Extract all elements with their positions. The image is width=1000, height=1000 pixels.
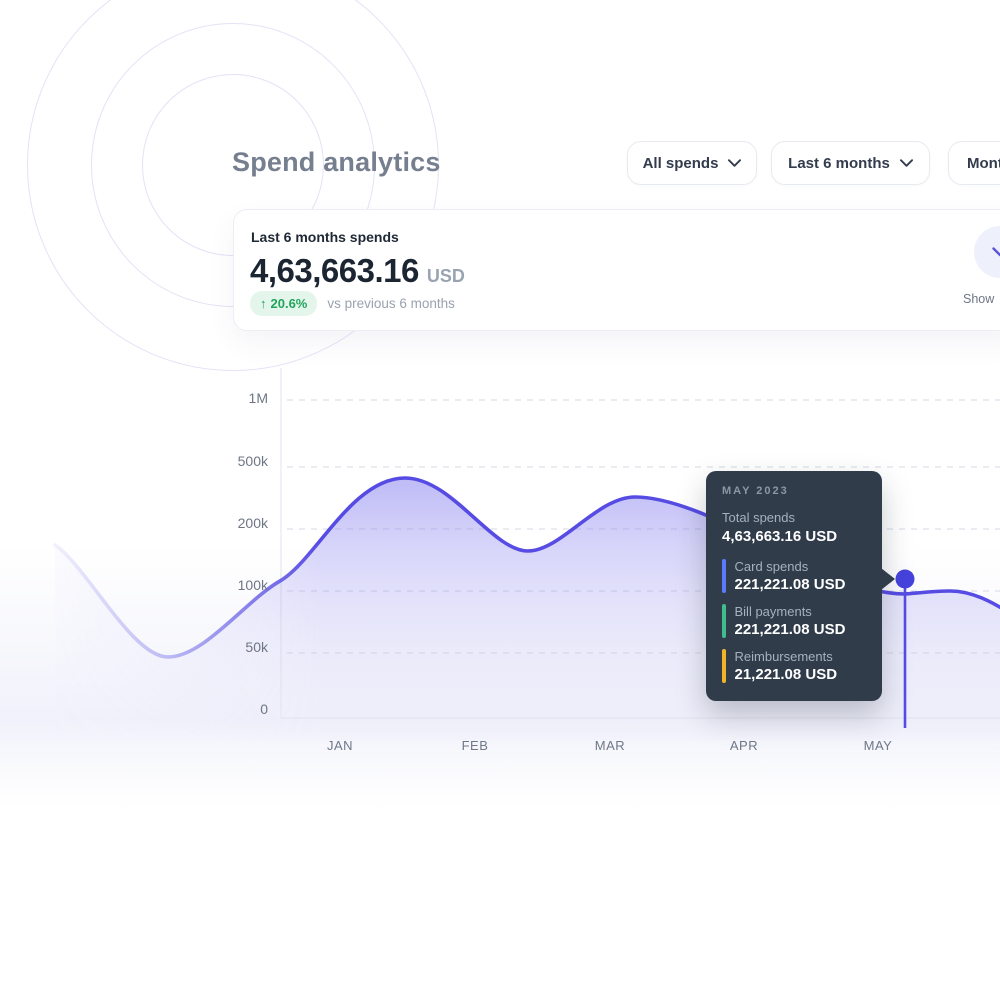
tooltip-row-label: Reimbursements — [734, 649, 833, 664]
chevron-down-icon — [899, 159, 913, 167]
tooltip-total-label: Total spends — [722, 510, 795, 525]
tooltip-period: MAY 2023 — [722, 485, 789, 497]
chart-tooltip: MAY 2023 Total spends 4,63,663.16 USD Ca… — [706, 471, 895, 701]
show-details-button[interactable] — [974, 226, 1000, 278]
tooltip-total-value: 4,63,663.16 USD — [722, 528, 838, 545]
summary-card: Last 6 months spends 4,63,663.16 USD ↑ 2… — [233, 209, 1000, 331]
y-tick-label: 100k — [237, 577, 268, 593]
x-tick-label: MAY — [863, 738, 893, 753]
y-tick-label: 0 — [260, 701, 268, 717]
summary-change-row: ↑ 20.6% vs previous 6 months — [250, 291, 455, 316]
tooltip-row-reimbursements: Reimbursements 21,221.08 USD — [722, 649, 866, 683]
y-tick-label: 50k — [245, 639, 268, 655]
summary-amount-row: 4,63,663.16 USD — [250, 252, 465, 290]
series-color-bar — [722, 649, 726, 683]
summary-amount: 4,63,663.16 — [250, 252, 419, 289]
tooltip-row-label: Bill payments — [734, 604, 812, 619]
series-color-bar — [722, 604, 726, 638]
x-tick-label: MAR — [594, 738, 626, 753]
show-details-label: Show — [963, 292, 995, 306]
summary-caption: Last 6 months spends — [251, 229, 399, 245]
summary-currency: USD — [426, 266, 465, 286]
change-badge-value: 20.6% — [270, 296, 308, 311]
comparison-text: vs previous 6 months — [327, 296, 455, 311]
y-tick-label: 1M — [248, 390, 268, 406]
filter-dropdown-label: Monthly — [967, 154, 1000, 172]
filter-dropdown-label: Last 6 months — [788, 154, 890, 172]
chevron-down-icon — [992, 247, 1000, 257]
x-tick-label: FEB — [461, 738, 489, 753]
filter-dropdown-granularity[interactable]: Monthly — [948, 141, 1000, 185]
change-badge: ↑ 20.6% — [250, 291, 318, 316]
arrow-up-icon: ↑ — [260, 296, 267, 311]
chevron-down-icon — [728, 159, 742, 167]
filter-dropdown-date-range[interactable]: Last 6 months — [771, 141, 930, 185]
filter-dropdown-spend-type[interactable]: All spends — [627, 141, 757, 185]
x-tick-label: JUN — [973, 738, 1000, 753]
tooltip-row-value: 221,221.08 USD — [734, 621, 846, 638]
tooltip-row-value: 21,221.08 USD — [734, 666, 838, 683]
tooltip-breakdown: Card spends 221,221.08 USD Bill payments… — [722, 559, 866, 683]
y-tick-label: 200k — [237, 515, 268, 531]
tooltip-row-card-spends: Card spends 221,221.08 USD — [722, 559, 866, 593]
tooltip-row-value: 221,221.08 USD — [734, 576, 846, 593]
filter-dropdown-label: All spends — [642, 154, 719, 172]
tooltip-row-bill-payments: Bill payments 221,221.08 USD — [722, 604, 866, 638]
tooltip-row-label: Card spends — [734, 559, 809, 574]
highlight-point-marker[interactable] — [895, 569, 915, 589]
page-title: Spend analytics — [232, 147, 441, 177]
x-tick-label: JAN — [326, 738, 354, 753]
y-tick-label: 500k — [237, 453, 268, 469]
x-tick-label: APR — [729, 738, 759, 753]
series-color-bar — [722, 559, 726, 593]
